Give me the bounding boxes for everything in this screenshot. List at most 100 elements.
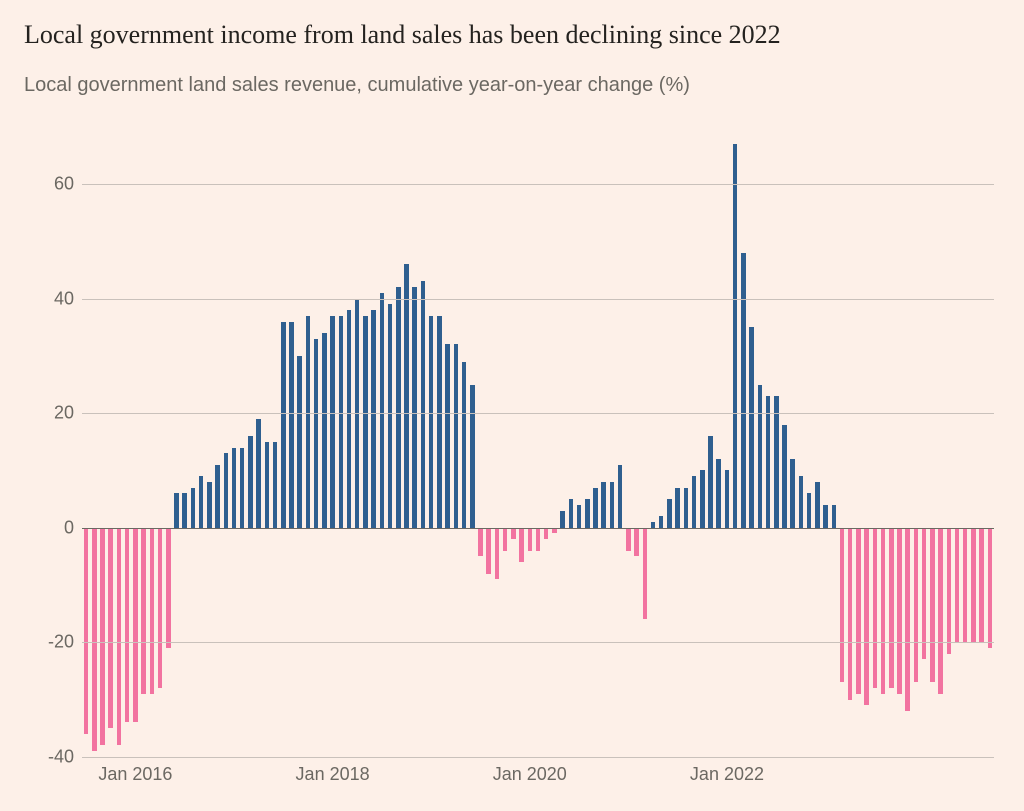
- y-axis-label: -40: [24, 746, 74, 767]
- bar: [700, 470, 705, 527]
- bar: [782, 425, 787, 528]
- bar: [330, 316, 335, 528]
- bar: [536, 528, 541, 551]
- bar: [314, 339, 319, 528]
- bar: [807, 493, 812, 527]
- bar: [618, 465, 623, 528]
- bar: [799, 476, 804, 528]
- bar: [92, 528, 97, 751]
- bar: [248, 436, 253, 528]
- bar: [914, 528, 919, 683]
- bar: [454, 344, 459, 527]
- bar: [108, 528, 113, 728]
- bar: [117, 528, 122, 746]
- bar: [938, 528, 943, 694]
- bar: [150, 528, 155, 694]
- bar: [897, 528, 902, 694]
- bar: [905, 528, 910, 711]
- y-axis-label: 60: [24, 174, 74, 195]
- bar: [240, 448, 245, 528]
- chart-subtitle: Local government land sales revenue, cum…: [24, 74, 1000, 97]
- bar: [141, 528, 146, 694]
- bar: [462, 362, 467, 528]
- bar: [388, 304, 393, 527]
- bar: [881, 528, 886, 694]
- bar: [569, 499, 574, 528]
- y-axis-label: 0: [24, 517, 74, 538]
- bar: [347, 310, 352, 528]
- bar: [182, 493, 187, 527]
- bar: [675, 488, 680, 528]
- bar: [421, 281, 426, 527]
- bar: [873, 528, 878, 688]
- bar: [840, 528, 845, 683]
- bar: [626, 528, 631, 551]
- x-axis-label: Jan 2022: [690, 764, 764, 785]
- bar: [158, 528, 163, 688]
- bar: [725, 470, 730, 527]
- bars-layer: [82, 127, 994, 757]
- y-axis-label: -20: [24, 632, 74, 653]
- bar: [396, 287, 401, 528]
- bar: [749, 327, 754, 527]
- bar: [265, 442, 270, 528]
- bar: [963, 528, 968, 643]
- y-axis-label: 40: [24, 288, 74, 309]
- zero-line: [82, 528, 994, 530]
- bar: [166, 528, 171, 648]
- bar: [684, 488, 689, 528]
- x-axis-label: Jan 2018: [296, 764, 370, 785]
- bar: [733, 144, 738, 528]
- bar: [478, 528, 483, 557]
- bar: [610, 482, 615, 528]
- y-axis-label: 20: [24, 403, 74, 424]
- bar: [84, 528, 89, 734]
- bar: [437, 316, 442, 528]
- bar: [848, 528, 853, 700]
- bar: [503, 528, 508, 551]
- plot-area: [82, 127, 994, 757]
- bar: [470, 385, 475, 528]
- bar: [404, 264, 409, 527]
- bar: [716, 459, 721, 528]
- gridline: [82, 642, 994, 643]
- bar: [856, 528, 861, 694]
- bar: [766, 396, 771, 528]
- bar: [511, 528, 516, 539]
- bar: [955, 528, 960, 643]
- bar: [519, 528, 524, 562]
- bar: [339, 316, 344, 528]
- bar: [634, 528, 639, 557]
- bar: [979, 528, 984, 643]
- bar: [741, 253, 746, 528]
- chart-container: Local government income from land sales …: [0, 0, 1024, 811]
- bar: [256, 419, 261, 528]
- bar: [758, 385, 763, 528]
- bar: [577, 505, 582, 528]
- bar: [667, 499, 672, 528]
- x-axis-label: Jan 2016: [98, 764, 172, 785]
- bar: [207, 482, 212, 528]
- bar: [281, 322, 286, 528]
- bar: [585, 499, 590, 528]
- bar: [224, 453, 229, 527]
- bar: [930, 528, 935, 683]
- bar: [371, 310, 376, 528]
- bar: [495, 528, 500, 580]
- bar: [380, 293, 385, 528]
- bar: [988, 528, 993, 648]
- bar: [790, 459, 795, 528]
- bar: [486, 528, 491, 574]
- bar: [823, 505, 828, 528]
- bar: [815, 482, 820, 528]
- bar: [889, 528, 894, 688]
- bar: [971, 528, 976, 643]
- bar: [560, 511, 565, 528]
- chart-title: Local government income from land sales …: [24, 18, 1000, 52]
- bar: [322, 333, 327, 528]
- bar: [297, 356, 302, 528]
- bar: [215, 465, 220, 528]
- bar: [544, 528, 549, 539]
- bar: [199, 476, 204, 528]
- bar: [306, 316, 311, 528]
